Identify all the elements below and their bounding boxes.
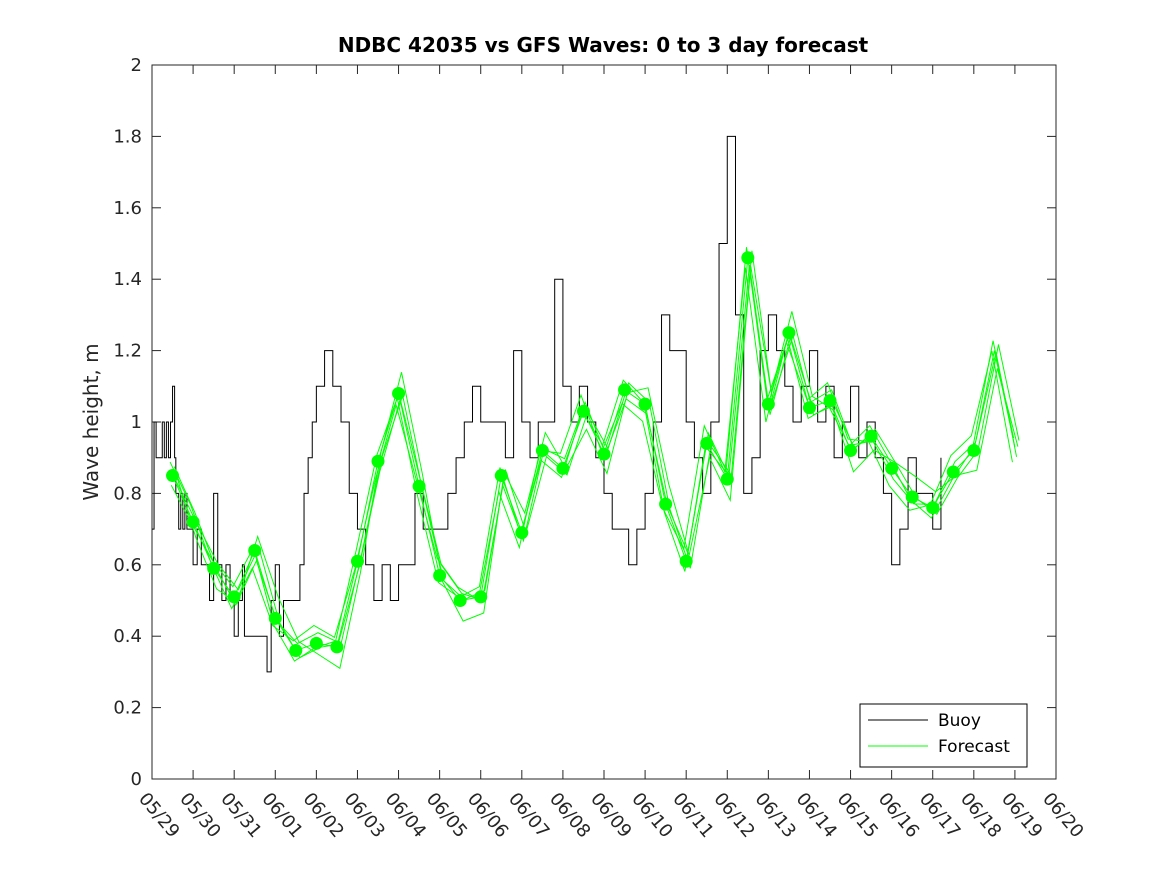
forecast-marker xyxy=(844,444,858,458)
forecast-marker xyxy=(576,404,590,418)
forecast-marker xyxy=(659,497,673,511)
axes-box xyxy=(151,64,1057,780)
forecast-line xyxy=(169,267,1013,642)
y-tick-label: 1.4 xyxy=(113,269,142,290)
forecast-marker xyxy=(433,569,447,583)
forecast-line xyxy=(170,247,1015,662)
forecast-marker xyxy=(289,643,303,657)
forecast-marker xyxy=(268,611,282,625)
forecast-marker xyxy=(515,526,529,540)
forecast-marker xyxy=(700,436,714,450)
y-tick-label: 1.6 xyxy=(113,198,142,219)
x-tick-label: 06/01 xyxy=(257,789,306,842)
y-tick-label: 0.8 xyxy=(113,483,142,504)
x-tick-label: 06/14 xyxy=(792,789,841,842)
y-tick-label: 0 xyxy=(131,769,142,790)
forecast-marker xyxy=(967,444,981,458)
x-tick-label: 06/18 xyxy=(956,789,1005,842)
y-tick-label: 0.2 xyxy=(113,698,142,719)
forecast-marker xyxy=(350,554,364,568)
forecast-marker xyxy=(309,636,323,650)
x-tick-label: 06/11 xyxy=(668,789,717,842)
x-tick-label: 06/20 xyxy=(1038,789,1087,842)
x-tick-label: 06/09 xyxy=(586,789,635,842)
forecast-marker xyxy=(823,394,837,408)
x-tick-label: 06/05 xyxy=(422,789,471,842)
x-tick-label: 06/19 xyxy=(997,789,1046,842)
legend: Buoy Forecast xyxy=(859,703,1028,768)
forecast-marker xyxy=(864,429,878,443)
forecast-marker xyxy=(412,479,426,493)
forecast-line xyxy=(173,264,1018,645)
x-tick-label: 06/03 xyxy=(340,789,389,842)
x-tick-label: 06/02 xyxy=(299,789,348,842)
forecast-marker xyxy=(802,401,816,415)
x-tick-label: 06/16 xyxy=(874,789,923,842)
forecast-marker xyxy=(782,326,796,340)
x-tick-label: 06/08 xyxy=(545,789,594,842)
forecast-marker xyxy=(227,590,241,604)
x-tick-label: 06/07 xyxy=(504,789,553,842)
y-tick-label: 1.8 xyxy=(113,126,142,147)
x-tick-label: 06/12 xyxy=(709,789,758,842)
y-tick-label: 1 xyxy=(131,412,142,433)
x-tick-label: 05/29 xyxy=(134,789,183,842)
x-tick-label: 06/13 xyxy=(751,789,800,842)
forecast-marker xyxy=(166,469,180,483)
forecast-marker xyxy=(186,515,200,529)
forecast-marker xyxy=(494,469,508,483)
forecast-marker xyxy=(926,501,940,515)
forecast-marker xyxy=(330,640,344,654)
forecast-marker xyxy=(720,472,734,486)
y-tick-label: 0.6 xyxy=(113,555,142,576)
forecast-marker xyxy=(741,251,755,265)
forecast-marker xyxy=(392,386,406,400)
forecast-line xyxy=(172,257,1016,652)
x-tick-label: 05/30 xyxy=(175,789,224,842)
forecast-marker xyxy=(679,554,693,568)
y-tick-label: 2 xyxy=(131,55,142,76)
y-axis-label: Wave height, m xyxy=(79,343,103,500)
x-tick-label: 06/04 xyxy=(381,789,430,842)
forecast-line xyxy=(175,266,1019,670)
forecast-marker xyxy=(946,465,960,479)
forecast-marker xyxy=(885,461,899,475)
forecast-marker xyxy=(248,544,262,558)
forecast-marker xyxy=(761,397,775,411)
x-tick-label: 06/10 xyxy=(627,789,676,842)
buoy-line xyxy=(152,135,942,673)
forecast-marker xyxy=(905,490,919,504)
forecast-marker xyxy=(535,444,549,458)
forecast-marker xyxy=(371,454,385,468)
x-tick-label: 05/31 xyxy=(216,789,265,842)
y-tick-label: 0.4 xyxy=(113,626,142,647)
forecast-marker xyxy=(474,590,488,604)
forecast-marker xyxy=(556,461,570,475)
chart-title: NDBC 42035 vs GFS Waves: 0 to 3 day fore… xyxy=(338,33,869,57)
forecast-marker xyxy=(638,397,652,411)
forecast-marker xyxy=(597,447,611,461)
forecast-marker xyxy=(453,594,467,607)
y-tick-label: 1.2 xyxy=(113,341,142,362)
x-tick-label: 06/17 xyxy=(915,789,964,842)
legend-box xyxy=(859,703,1028,768)
forecast-marker xyxy=(207,561,221,575)
x-tick-label: 06/06 xyxy=(463,789,512,842)
legend-buoy-label: Buoy xyxy=(938,711,981,731)
x-tick-label: 06/15 xyxy=(833,789,882,842)
forecast-marker xyxy=(618,383,632,397)
legend-forecast-label: Forecast xyxy=(938,737,1010,757)
